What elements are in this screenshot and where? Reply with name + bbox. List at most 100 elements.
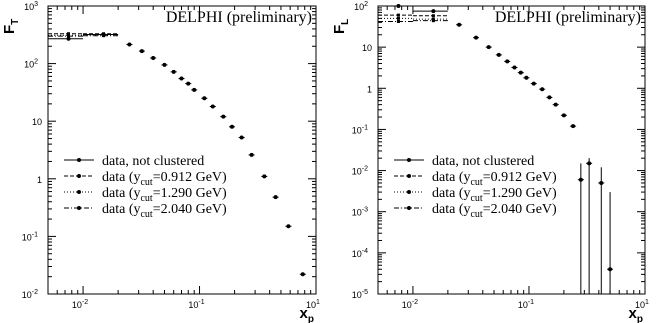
x-tick-label: 10-1 xyxy=(188,299,204,310)
legend-text: data (y xyxy=(102,186,140,201)
y-tick-mantissa: 10 xyxy=(352,167,362,177)
x-axis-label: xp xyxy=(300,305,314,323)
y-tick-exponent: 3 xyxy=(34,1,38,8)
y-axis-label-main: F xyxy=(1,25,18,34)
x-tick-exponent: 1 xyxy=(316,299,320,306)
x-tick-exponent: 1 xyxy=(645,299,649,306)
x-tick-label: 10-2 xyxy=(402,299,418,310)
y-tick-exponent: -2 xyxy=(362,166,368,173)
series-2-point xyxy=(431,17,435,21)
x-axis-label-main: x xyxy=(629,305,638,322)
y-tick-label: 10 xyxy=(362,43,372,53)
y-axis-label: FL xyxy=(331,19,351,34)
series-1-point xyxy=(396,13,400,17)
legend-label-0: data, not clustered xyxy=(432,154,534,169)
legend-text: data (y xyxy=(432,202,470,217)
legend-text: data, not clustered xyxy=(102,154,204,169)
panel-fl: 10-2 10-1 10110-510-410-310-210-1110102xpF… xyxy=(331,1,649,323)
y-tick-label: 10-3 xyxy=(352,207,368,218)
legend-subscript: cut xyxy=(470,177,482,188)
x-tick-label: 101 xyxy=(306,299,320,310)
series-1-point xyxy=(431,14,435,18)
legend-text: data (y xyxy=(432,186,470,201)
plot-frame xyxy=(377,5,646,295)
series-3-point xyxy=(67,34,71,38)
y-tick-mantissa: 1 xyxy=(367,84,372,94)
y-tick-label: 10-5 xyxy=(352,289,368,300)
legend-subscript: cut xyxy=(140,209,152,220)
y-tick-label: 10-1 xyxy=(352,124,368,135)
y-tick-label: 102 xyxy=(354,1,368,12)
legend-text: data (y xyxy=(102,170,140,185)
y-tick-label: 10-2 xyxy=(352,166,368,177)
series-3-point xyxy=(102,34,106,38)
legend-marker-2 xyxy=(77,190,81,194)
y-tick-mantissa: 10 xyxy=(352,290,362,300)
x-tick-exponent: -2 xyxy=(82,299,88,306)
series-0-point xyxy=(66,36,71,41)
legend-label-1: data (ycut=0.912 GeV) xyxy=(102,170,227,188)
y-tick-label: 102 xyxy=(24,59,38,70)
y-tick-label: 10-1 xyxy=(22,231,38,242)
y-tick-label: 103 xyxy=(24,1,38,12)
plot-frame xyxy=(47,5,317,295)
y-tick-exponent: -1 xyxy=(362,124,368,131)
legend-marker-0 xyxy=(77,158,81,162)
legend-text: data, not clustered xyxy=(432,154,534,169)
y-tick-label: 1 xyxy=(367,84,372,94)
y-tick-mantissa: 10 xyxy=(32,117,42,127)
legend-text-post: =2.040 GeV) xyxy=(483,202,557,217)
y-tick-mantissa: 10 xyxy=(22,290,32,300)
y-axis-label-main: F xyxy=(331,25,348,34)
legend-marker-1 xyxy=(77,174,81,178)
x-tick-mantissa: 10 xyxy=(518,300,528,310)
y-tick-mantissa: 10 xyxy=(24,60,34,70)
legend-subscript: cut xyxy=(140,177,152,188)
x-tick-mantissa: 10 xyxy=(306,300,316,310)
y-tick-mantissa: 10 xyxy=(354,2,364,12)
y-axis-label-sub: L xyxy=(340,19,351,25)
x-tick-exponent: -1 xyxy=(198,299,204,306)
series-0-point xyxy=(431,9,436,14)
legend-label-3: data (ycut=2.040 GeV) xyxy=(102,202,227,220)
x-tick-label: 101 xyxy=(635,299,649,310)
legend-subscript: cut xyxy=(140,193,152,204)
y-tick-exponent: -5 xyxy=(362,289,368,296)
legend-marker-2 xyxy=(407,190,411,194)
legend-label-0: data, not clustered xyxy=(102,154,204,169)
y-tick-label: 10-4 xyxy=(352,248,368,259)
x-tick-mantissa: 10 xyxy=(188,300,198,310)
x-tick-exponent: -1 xyxy=(528,299,534,306)
x-tick-exponent: -2 xyxy=(412,299,418,306)
y-tick-label: 1 xyxy=(37,175,42,185)
series-2-point xyxy=(396,16,400,20)
series-3-point xyxy=(396,20,400,24)
chart-title: DELPHI (preliminary) xyxy=(495,9,641,26)
legend-text-post: =1.290 GeV) xyxy=(483,186,557,201)
x-axis-label: xp xyxy=(629,305,643,323)
y-tick-mantissa: 10 xyxy=(352,125,362,135)
legend-label-2: data (ycut=1.290 GeV) xyxy=(432,186,557,204)
y-tick-label: 10 xyxy=(32,117,42,127)
y-tick-exponent: -1 xyxy=(32,231,38,238)
x-tick-label: 10-1 xyxy=(518,299,534,310)
y-tick-mantissa: 10 xyxy=(362,43,372,53)
y-tick-mantissa: 10 xyxy=(24,2,34,12)
y-axis-label-sub: T xyxy=(10,19,21,25)
chart-title: DELPHI (preliminary) xyxy=(166,9,312,26)
series-0-point xyxy=(396,4,401,8)
legend-text-post: =0.912 GeV) xyxy=(153,170,227,185)
y-tick-exponent: -2 xyxy=(32,289,38,296)
series-3-point xyxy=(431,19,435,23)
series-1-point xyxy=(67,32,71,36)
legend-marker-3 xyxy=(77,206,81,210)
y-tick-exponent: 2 xyxy=(364,1,368,8)
y-axis-label: FT xyxy=(1,19,21,34)
y-tick-mantissa: 10 xyxy=(352,249,362,259)
legend-marker-1 xyxy=(407,174,411,178)
legend-text-post: =2.040 GeV) xyxy=(153,202,227,217)
legend-label-3: data (ycut=2.040 GeV) xyxy=(432,202,557,220)
y-tick-mantissa: 10 xyxy=(352,208,362,218)
